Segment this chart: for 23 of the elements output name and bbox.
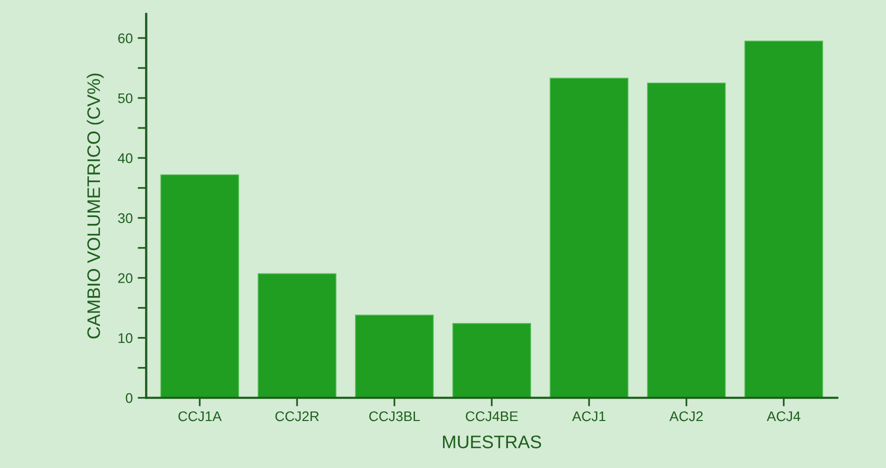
bar bbox=[550, 78, 628, 398]
x-tick-label: ACJ4 bbox=[766, 411, 800, 422]
bar bbox=[160, 174, 240, 398]
x-tick-label: ACJ2 bbox=[669, 411, 703, 422]
x-tick-label: ACJ1 bbox=[572, 411, 606, 422]
x-tick-label: CCJ2R bbox=[275, 411, 319, 422]
x-axis-title: MUESTRAS bbox=[443, 436, 542, 448]
y-tick-label: 60 bbox=[118, 33, 132, 44]
bar bbox=[355, 314, 434, 398]
y-tick-label: 0 bbox=[126, 393, 132, 403]
bar bbox=[744, 40, 824, 398]
y-tick-label: 50 bbox=[118, 93, 132, 104]
y-axis-title: CAMBIO VOLUMETRICO (CV%) bbox=[86, 74, 104, 338]
y-tick-label: 20 bbox=[118, 273, 132, 284]
x-tick-label: CCJ1A bbox=[178, 411, 222, 422]
bar bbox=[647, 82, 726, 398]
bar bbox=[258, 273, 336, 398]
x-tick-label: CCJ3BL bbox=[369, 411, 420, 422]
y-tick-label: 40 bbox=[118, 153, 132, 164]
bar bbox=[452, 323, 532, 398]
x-tick-label: CCJ4BE bbox=[466, 411, 518, 422]
y-tick-label: 30 bbox=[118, 213, 132, 224]
y-tick-label: 10 bbox=[118, 333, 132, 344]
